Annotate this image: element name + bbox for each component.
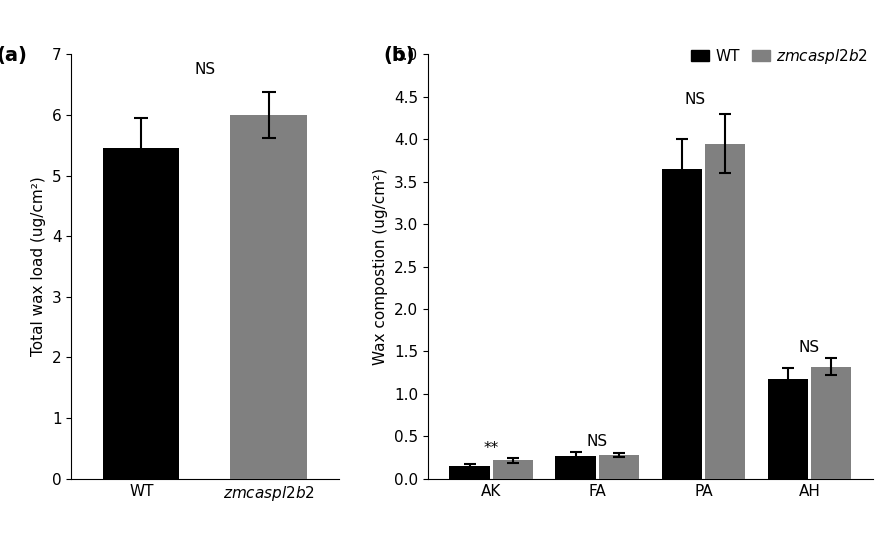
Text: NS: NS (684, 92, 706, 107)
Bar (705, 144, 746, 479)
Y-axis label: Total wax load (ug/cm²): Total wax load (ug/cm²) (31, 177, 46, 356)
Bar (555, 456, 596, 479)
Legend: WT, $\it{zmcaspl2b2}$: WT, $\it{zmcaspl2b2}$ (684, 41, 874, 72)
Bar (231, 115, 307, 479)
Bar (599, 455, 639, 479)
Bar (811, 367, 852, 479)
Bar (103, 149, 179, 479)
Bar (493, 460, 533, 479)
Text: NS: NS (799, 340, 820, 355)
Text: NS: NS (194, 63, 216, 77)
Y-axis label: Wax compostion (ug/cm²): Wax compostion (ug/cm²) (373, 168, 388, 365)
Bar (661, 169, 702, 479)
Text: (b): (b) (383, 46, 414, 65)
Text: (a): (a) (0, 46, 28, 65)
Text: NS: NS (587, 434, 608, 449)
Bar (768, 379, 808, 479)
Bar (449, 466, 490, 479)
Text: **: ** (484, 441, 499, 456)
